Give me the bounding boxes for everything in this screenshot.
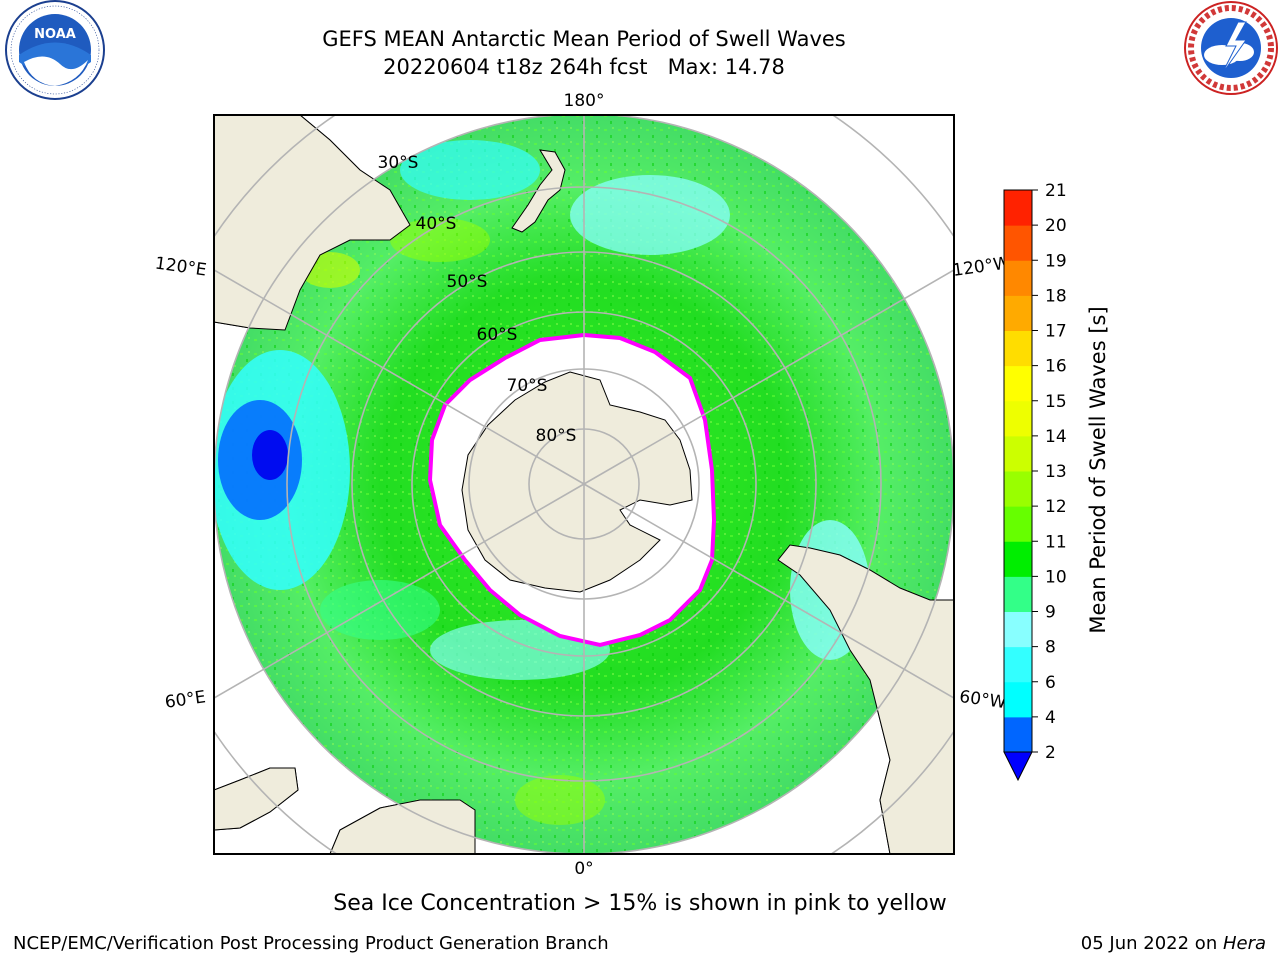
lon-label-120e: 120°E <box>154 254 208 281</box>
colorbar-tick-label: 11 <box>1045 532 1067 552</box>
colorbar-extend-min <box>1003 751 1033 782</box>
colorbar-tick-label: 14 <box>1045 427 1067 447</box>
lon-label-60w: 60°W <box>958 687 1007 713</box>
lon-label-0: 0° <box>574 859 593 879</box>
colorbar-tick-label: 18 <box>1045 286 1067 306</box>
colorbar-segment <box>1004 716 1032 753</box>
colorbar-label: Mean Period of Swell Waves [s] <box>1086 306 1110 633</box>
colorbar-tick-label: 6 <box>1045 673 1056 693</box>
colorbar-tick-label: 21 <box>1045 181 1067 201</box>
colorbar-tick-label: 12 <box>1045 497 1067 517</box>
colorbar-segment <box>1004 611 1032 648</box>
colorbar-segment <box>1004 541 1032 577</box>
colorbar-segment <box>1004 576 1032 612</box>
colorbar-segment <box>1004 365 1032 402</box>
lat-label-60s: 60°S <box>477 325 518 345</box>
colorbar-segment <box>1004 260 1032 296</box>
colorbar-segment <box>1004 330 1032 367</box>
map-subtitle: 20220604 t18z 264h fcst Max: 14.78 <box>383 55 785 79</box>
footer-date: 05 Jun 2022 on Hera <box>1081 933 1266 954</box>
noaa-logo: NOAA <box>5 0 105 100</box>
colorbar-segment <box>1004 190 1032 226</box>
map-frame <box>213 114 955 855</box>
graticule <box>214 115 954 854</box>
colorbar-tick-label: 19 <box>1045 251 1067 271</box>
colorbar-tick-label: 9 <box>1045 603 1056 623</box>
footer-branch: NCEP/EMC/Verification Post Processing Pr… <box>13 933 609 954</box>
colorbar-segment <box>1004 435 1032 472</box>
lat-label-70s: 70°S <box>507 376 548 396</box>
colorbar-segment <box>1004 225 1032 261</box>
footer-machine: Hera <box>1222 933 1266 954</box>
colorbar-tick-label: 4 <box>1045 708 1056 728</box>
sea-ice-note: Sea Ice Concentration > 15% is shown in … <box>333 891 947 916</box>
nws-logo <box>1184 1 1278 95</box>
colorbar-tick-label: 13 <box>1045 462 1067 482</box>
colorbar-tick-label: 20 <box>1045 216 1067 236</box>
colorbar-tick-label: 8 <box>1045 638 1056 658</box>
lat-label-80s: 80°S <box>536 426 577 446</box>
lat-label-40s: 40°S <box>416 214 457 234</box>
colorbar-tick-label: 10 <box>1045 567 1067 587</box>
colorbar-tick-label: 2 <box>1045 743 1056 763</box>
footer-date-text: 05 Jun 2022 on <box>1080 933 1223 954</box>
lon-label-180: 180° <box>564 91 605 111</box>
colorbar-tick-label: 16 <box>1045 357 1067 377</box>
lat-label-50s: 50°S <box>447 272 488 292</box>
colorbar-tick-label: 15 <box>1045 392 1067 412</box>
colorbar-segment <box>1004 400 1032 437</box>
colorbar-segment <box>1004 506 1032 542</box>
map-title: GEFS MEAN Antarctic Mean Period of Swell… <box>322 27 846 51</box>
colorbar-segment <box>1004 646 1032 683</box>
lon-label-60e: 60°E <box>164 687 207 712</box>
colorbar-segment <box>1004 681 1032 718</box>
colorbar-segment <box>1004 471 1032 507</box>
antarctica <box>461 371 693 593</box>
lon-label-120w: 120°W <box>951 253 1011 281</box>
colorbar-tick-label: 17 <box>1045 322 1067 342</box>
colorbar-segment <box>1004 295 1032 331</box>
noaa-logo-text: NOAA <box>34 27 76 42</box>
colorbar: 2 4 6 8 9 10 11 12 13 14 15 16 17 18 19 20 21 <box>1003 181 1067 782</box>
lat-label-30s: 30°S <box>378 153 419 173</box>
